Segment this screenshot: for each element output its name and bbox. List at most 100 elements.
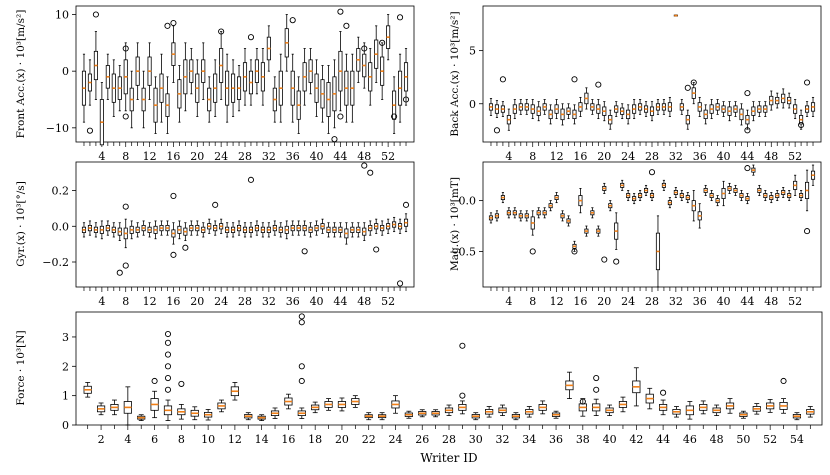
outlier-point	[164, 363, 172, 370]
box-writer-48	[769, 90, 774, 111]
box-writer-11	[548, 200, 553, 212]
box-writer-35	[538, 400, 547, 415]
box-writer-5	[105, 53, 110, 100]
box-writer-50	[739, 410, 748, 419]
box-writer-53	[392, 216, 397, 233]
outlier-point	[660, 389, 667, 396]
box-writer-12	[230, 382, 239, 401]
box-writer-29	[248, 222, 254, 238]
x-tick-label: 34	[522, 433, 536, 446]
box-writer-44	[745, 193, 750, 205]
box-writer-27	[431, 409, 440, 418]
box-writer-14	[566, 215, 571, 227]
box-writer-3	[93, 31, 98, 100]
box-writer-8	[123, 218, 128, 249]
box-writer-24	[626, 104, 631, 125]
box-writer-41	[618, 396, 628, 413]
x-tick-label: 10	[201, 433, 215, 446]
outlier-point	[744, 90, 751, 97]
outlier-point	[593, 374, 600, 382]
x-tick-label: 30	[469, 433, 483, 446]
box-writer-9	[129, 220, 134, 240]
box-writer-17	[297, 407, 306, 419]
box-writer-1	[81, 53, 87, 123]
y-tick-label: 3	[62, 331, 69, 344]
box-writer-31	[485, 406, 494, 418]
box-writer-42	[326, 65, 331, 134]
box-writer-34	[278, 53, 283, 123]
box-writer-6	[518, 99, 523, 115]
box-writer-11	[548, 104, 553, 125]
x-tick-label: 8	[122, 150, 129, 163]
box-writer-12	[147, 222, 152, 238]
x-tick-label: 38	[576, 433, 590, 446]
box-writer-4	[506, 207, 511, 219]
outlier-point	[397, 280, 404, 287]
x-tick-label: 44	[656, 433, 670, 446]
box-writer-17	[177, 220, 182, 240]
box-writer-31	[260, 48, 265, 106]
box-writer-20	[602, 182, 607, 194]
outlier-point	[164, 374, 172, 382]
box-writer-10	[135, 222, 140, 238]
box-writer-53	[392, 76, 397, 134]
box-writer-7	[524, 99, 529, 115]
outlier-point	[298, 363, 305, 370]
outlier-point	[343, 22, 350, 29]
outlier-point	[595, 81, 602, 88]
outlier-point	[122, 203, 129, 210]
box-writer-22	[364, 412, 373, 421]
box-writer-35	[691, 190, 696, 222]
box-writer-23	[213, 59, 218, 117]
box-writer-43	[739, 190, 744, 202]
box-writer-21	[608, 200, 613, 212]
x-tick-label: 12	[143, 150, 157, 163]
outlier-point	[361, 162, 368, 169]
box-writer-33	[679, 190, 684, 202]
x-tick-label: 36	[549, 433, 563, 446]
box-writer-33	[679, 99, 684, 115]
outlier-point	[593, 386, 600, 393]
box-writer-6	[518, 210, 523, 222]
box-writer-18	[311, 401, 320, 414]
box-writer-32	[266, 222, 271, 238]
box-writer-30	[661, 179, 666, 191]
box-writer-38	[302, 220, 307, 236]
box-writer-45	[751, 101, 756, 122]
outlier-point	[493, 127, 500, 134]
x-tick-label: 52	[763, 433, 777, 446]
outlier-point	[397, 14, 404, 21]
box-writer-23	[378, 412, 387, 421]
box-writer-44	[745, 109, 750, 130]
box-writer-2	[494, 100, 499, 118]
box-writer-34	[525, 406, 534, 418]
box-writer-29	[248, 59, 254, 106]
outlier-point	[571, 76, 578, 83]
box-writer-42	[733, 184, 738, 196]
box-writer-31	[260, 222, 265, 238]
box-writer-52	[793, 99, 798, 120]
box-writer-54	[398, 53, 403, 123]
x-tick-label: 24	[621, 150, 635, 163]
box-writer-30	[254, 220, 259, 236]
box-writer-24	[626, 190, 631, 202]
box-writer-4	[123, 386, 132, 426]
box-writer-38	[709, 99, 714, 120]
box-writer-35	[691, 82, 696, 105]
x-tick-label: 36	[693, 295, 707, 308]
x-tick-label: 18	[308, 433, 322, 446]
x-tick-label: 20	[190, 150, 204, 163]
outlier-point	[164, 330, 172, 338]
box-writer-20	[337, 397, 347, 412]
box-writer-14	[159, 53, 164, 123]
x-tick-label: 14	[255, 433, 269, 446]
y-tick-label: 0.0	[459, 195, 477, 208]
box-writer-39	[308, 48, 313, 95]
box-writer-27	[236, 65, 242, 112]
x-tick-label: 40	[717, 150, 731, 163]
outlier-point	[337, 8, 344, 15]
box-writer-42	[733, 101, 738, 117]
box-writer-13	[153, 220, 158, 240]
x-tick-label: 52	[381, 150, 395, 163]
